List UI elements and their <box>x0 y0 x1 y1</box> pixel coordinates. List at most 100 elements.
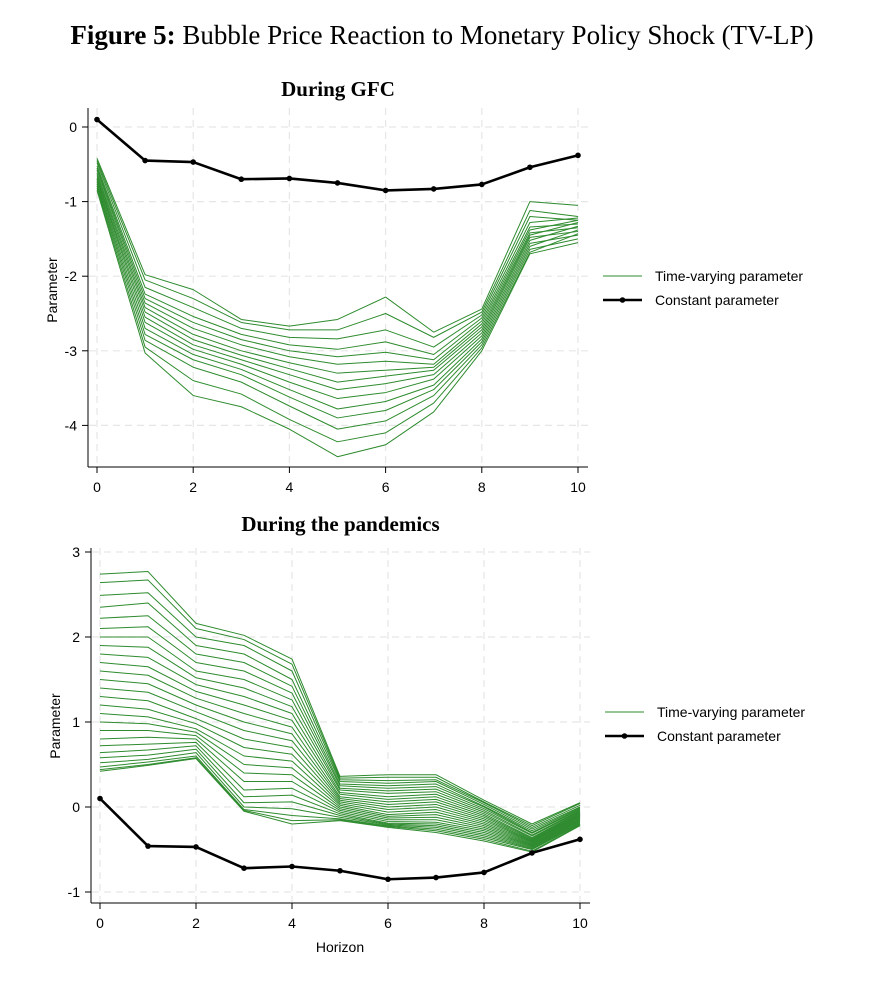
tv-series-line <box>96 177 579 391</box>
tv-series-line <box>99 626 581 833</box>
legend-marker-constant <box>619 297 626 303</box>
legend-label-tv: Time-varying parameter <box>657 704 805 720</box>
tv-series-line <box>99 736 581 846</box>
constant-point <box>575 152 581 159</box>
tv-series-line <box>96 183 579 419</box>
legend-label-constant: Constant parameter <box>655 292 779 308</box>
x-tick-label: 10 <box>572 915 588 931</box>
x-tick-label: 2 <box>189 479 197 495</box>
constant-point <box>145 843 151 849</box>
tv-series-line <box>96 190 579 458</box>
tv-series-line <box>99 645 581 836</box>
tv-series-line <box>99 653 581 837</box>
constant-point <box>337 867 343 874</box>
x-tick-label: 0 <box>96 915 104 931</box>
tv-series-line <box>96 188 579 443</box>
x-axis-label: Horizon <box>316 939 364 955</box>
x-tick-label: 6 <box>384 915 392 931</box>
constant-point <box>193 844 199 850</box>
tv-series-line <box>99 696 581 842</box>
x-tick-label: 8 <box>480 915 488 931</box>
tv-series-line <box>96 185 579 430</box>
tv-series-line <box>99 615 581 832</box>
tv-series-line <box>99 602 581 830</box>
constant-point <box>385 876 391 883</box>
tv-series-line <box>96 179 579 400</box>
constant-point <box>430 186 437 192</box>
constant-series-line <box>96 118 579 192</box>
y-tick-label: -2 <box>65 268 78 284</box>
x-tick-label: 4 <box>288 915 296 931</box>
tv-series-line <box>96 162 579 348</box>
x-tick-label: 8 <box>478 479 486 495</box>
constant-point <box>289 863 295 870</box>
legend-marker-constant <box>621 733 628 739</box>
constant-point <box>97 795 103 802</box>
tv-series-line <box>96 170 579 365</box>
y-axis-label: Parameter <box>47 693 63 759</box>
y-tick-label: 3 <box>72 544 80 560</box>
y-tick-label: -3 <box>65 343 78 359</box>
constant-point <box>238 176 245 183</box>
chart-title: During the pandemics <box>241 512 439 536</box>
constant-point <box>577 836 583 843</box>
legend-label-constant: Constant parameter <box>657 728 781 744</box>
constant-point <box>334 180 341 186</box>
y-tick-label: 0 <box>69 119 77 135</box>
tv-series-line <box>99 579 581 827</box>
x-tick-label: 2 <box>192 915 200 931</box>
tv-series-line <box>99 670 581 839</box>
tv-series-line <box>96 158 579 333</box>
tv-series-line <box>99 752 581 850</box>
tv-series-line <box>96 173 579 374</box>
figure-title: Figure 5: Bubble Price Reaction to Monet… <box>0 20 884 51</box>
constant-point <box>481 869 487 876</box>
tv-series-line <box>99 679 581 840</box>
x-tick-label: 6 <box>382 479 390 495</box>
tv-series-line <box>96 175 579 383</box>
constant-point <box>527 164 533 171</box>
tv-series-line <box>99 571 581 825</box>
tv-series-line <box>96 160 579 338</box>
y-tick-label: -1 <box>68 884 81 900</box>
figure-title-text: Bubble Price Reaction to Monetary Policy… <box>182 20 814 50</box>
tv-series-line <box>96 181 579 410</box>
tv-series-line <box>99 741 581 847</box>
tv-series-line <box>96 167 579 361</box>
tv-series-line <box>99 721 581 845</box>
constant-point <box>382 187 389 194</box>
constant-point <box>286 175 293 182</box>
constant-point <box>94 116 100 123</box>
chart-panel-1: During GFC 0 -1 -2 -3 -4 0 2 4 6 8 10 Parameter Time-… <box>44 77 803 495</box>
tv-series-line <box>99 592 581 828</box>
constant-point <box>433 874 439 881</box>
y-tick-label: 1 <box>72 714 80 730</box>
tv-series-line <box>99 757 581 852</box>
tv-series-line <box>99 745 581 848</box>
chart-title: During GFC <box>281 77 395 101</box>
figure-label: Figure 5: <box>70 20 176 50</box>
tv-series-line <box>99 687 581 841</box>
constant-point <box>241 865 247 871</box>
tv-series-line <box>99 662 581 839</box>
constant-point <box>142 157 148 164</box>
tv-series-line <box>99 704 581 843</box>
tv-series-line <box>99 755 581 850</box>
y-tick-label: -4 <box>65 417 78 433</box>
y-axis-label: Parameter <box>44 257 60 323</box>
tv-series-line <box>100 636 581 834</box>
y-tick-label: -1 <box>65 194 78 210</box>
tv-series-line <box>99 713 581 844</box>
legend-label-tv: Time-varying parameter <box>655 268 803 284</box>
tv-series-line <box>99 758 581 853</box>
tv-series-line <box>100 730 581 845</box>
x-tick-label: 0 <box>93 479 101 495</box>
y-tick-label: 2 <box>72 629 80 645</box>
constant-point <box>190 159 196 165</box>
tv-series-line <box>99 748 581 849</box>
constant-point <box>479 181 485 188</box>
constant-point <box>529 850 535 856</box>
y-tick-label: 0 <box>72 799 80 815</box>
